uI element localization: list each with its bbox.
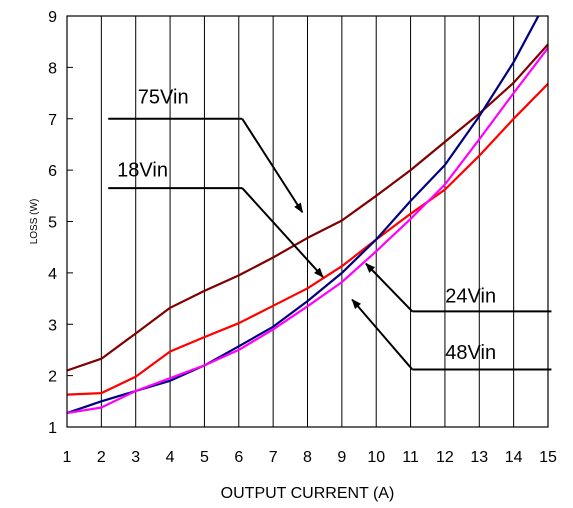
x-tick-label: 15 — [539, 449, 557, 466]
annotations: 75Vin 18Vin 24Vin 48Vin — [108, 86, 552, 371]
y-tick-label: 6 — [48, 163, 57, 180]
x-tick-labels: 1 2 3 4 5 6 7 8 9 10 11 12 13 14 15 — [63, 449, 557, 466]
x-tick-label: 4 — [166, 449, 175, 466]
x-tick-label: 13 — [470, 449, 488, 466]
x-tick-label: 8 — [303, 449, 312, 466]
y-tick-label: 3 — [48, 317, 57, 334]
y-tick-label: 7 — [48, 112, 57, 129]
annotation-label-24vin: 24Vin — [445, 286, 496, 308]
y-tick-labels: 1 2 3 4 5 6 7 8 9 — [48, 9, 73, 437]
x-tick-label: 1 — [63, 449, 72, 466]
y-tick-label: 2 — [48, 369, 57, 386]
series-line-18vin — [67, 82, 548, 396]
x-tick-label: 11 — [402, 449, 419, 466]
x-tick-label: 12 — [436, 449, 454, 466]
x-tick-label: 14 — [505, 449, 523, 466]
annotation-label-48vin: 48Vin — [445, 342, 496, 364]
annotation-arrow-75vin — [241, 118, 304, 214]
annotation-arrow-48vin — [351, 298, 414, 371]
y-tick-label: 8 — [48, 60, 57, 77]
series-line-48vin — [67, 46, 548, 415]
y-tick-label: 9 — [48, 9, 57, 26]
x-tick-label: 6 — [234, 449, 243, 466]
x-tick-label: 5 — [200, 449, 209, 466]
x-tick-label: 3 — [131, 449, 140, 466]
series-line-75vin — [67, 43, 548, 372]
annotation-label-75vin: 75Vin — [138, 86, 189, 108]
x-tick-label: 9 — [337, 449, 346, 466]
y-axis-label: LOSS (W) — [29, 199, 40, 245]
x-axis-label: OUTPUT CURRENT (A) — [221, 485, 395, 502]
x-tick-label: 10 — [367, 449, 385, 466]
grid-lines — [100, 16, 515, 427]
y-tick-label: 5 — [48, 215, 57, 232]
x-tick-label: 7 — [269, 449, 278, 466]
annotation-arrow-18vin — [241, 187, 324, 278]
y-tick-label: 1 — [48, 420, 57, 437]
x-tick-label: 2 — [97, 449, 106, 466]
annotation-label-18vin: 18Vin — [117, 159, 168, 181]
series-lines — [67, 16, 548, 415]
annotation-arrow-24vin — [365, 262, 414, 313]
y-tick-label: 4 — [48, 266, 57, 283]
